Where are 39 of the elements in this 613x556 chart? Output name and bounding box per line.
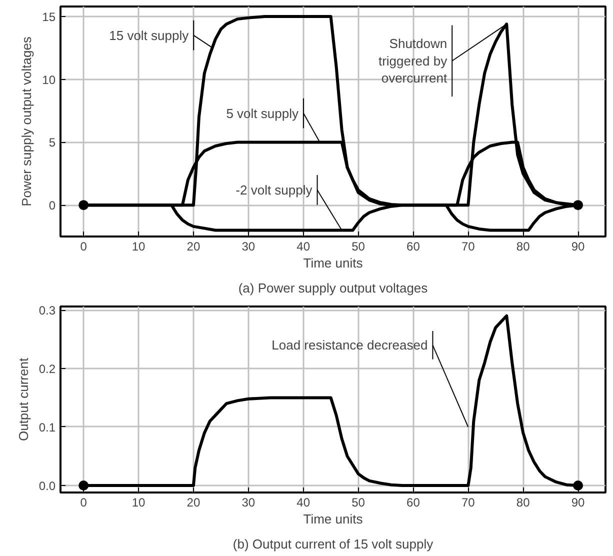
x-tick-label: 70 — [461, 496, 476, 510]
x-tick-label: 80 — [516, 496, 530, 510]
y-axis-title: Output current — [16, 358, 31, 442]
x-tick-label: 50 — [352, 496, 366, 510]
x-tick-label: 60 — [406, 240, 420, 254]
annotation: Load resistance decreased — [272, 338, 428, 353]
x-tick-label: 20 — [186, 496, 200, 510]
x-axis-title: Time units — [303, 256, 364, 270]
x-tick-label: 30 — [242, 240, 256, 254]
y-tick-label: 0.3 — [38, 304, 56, 318]
x-tick-label: 70 — [461, 240, 476, 254]
x-tick-label: 40 — [296, 496, 310, 510]
x-tick-label: 90 — [571, 496, 586, 510]
x-tick-label: 20 — [186, 240, 200, 254]
y-tick-label: 0.1 — [38, 420, 56, 434]
x-tick-label: 60 — [406, 496, 420, 510]
annotation: -2 volt supply — [236, 182, 313, 198]
text: (a) Power supply output voltages — [238, 280, 428, 296]
y-tick-label: 15 — [42, 10, 56, 24]
x-tick-label: 10 — [132, 496, 146, 510]
x-tick-label: 0 — [80, 240, 88, 254]
y-tick-label: 10 — [42, 72, 56, 87]
annotation: Shutdown triggered by overcurrent — [378, 36, 448, 86]
y-tick-label: 0 — [48, 198, 56, 213]
x-tick-label: 10 — [132, 240, 146, 254]
x-tick-label: 50 — [352, 240, 366, 254]
annotation: 15 volt supply — [109, 28, 190, 43]
y-axis-title: Power supply output voltages — [19, 36, 34, 206]
y-tick-label: 0.0 — [38, 478, 56, 493]
x-axis-title: Time units — [303, 512, 364, 526]
annotation: 5 volt supply — [226, 106, 299, 121]
x-tick-label: 0 — [80, 496, 88, 510]
x-tick-label: 40 — [296, 240, 310, 254]
y-tick-label: 5 — [48, 136, 56, 150]
x-tick-label: 90 — [571, 240, 586, 254]
text: (b) Output current of 15 volt supply — [232, 536, 434, 552]
y-tick-label: 0.2 — [38, 362, 56, 376]
x-tick-label: 80 — [516, 240, 530, 254]
x-tick-label: 30 — [242, 496, 256, 510]
